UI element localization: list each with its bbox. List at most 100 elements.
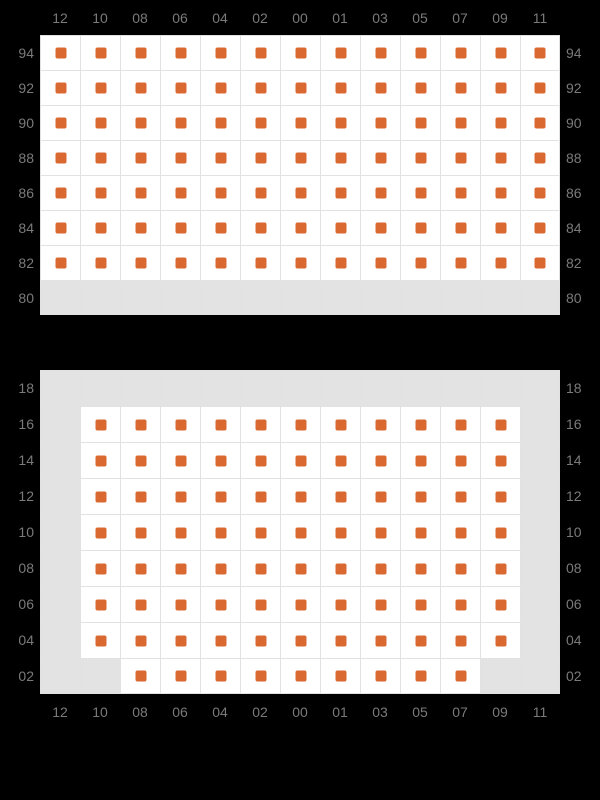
seat-84-06[interactable] [160, 210, 200, 245]
seat-82-03[interactable] [360, 245, 400, 280]
seat-88-06[interactable] [160, 140, 200, 175]
seat-90-01[interactable] [320, 105, 360, 140]
seat-86-03[interactable] [360, 175, 400, 210]
seat-06-01[interactable] [320, 586, 360, 622]
seat-02-02[interactable] [240, 658, 280, 694]
seat-14-07[interactable] [440, 442, 480, 478]
seat-10-04[interactable] [200, 514, 240, 550]
seat-14-08[interactable] [120, 442, 160, 478]
seat-84-05[interactable] [400, 210, 440, 245]
seat-88-11[interactable] [520, 140, 560, 175]
seat-88-04[interactable] [200, 140, 240, 175]
seat-92-11[interactable] [520, 70, 560, 105]
seat-82-07[interactable] [440, 245, 480, 280]
seat-94-03[interactable] [360, 35, 400, 70]
seat-84-02[interactable] [240, 210, 280, 245]
seat-02-07[interactable] [440, 658, 480, 694]
seat-04-02[interactable] [240, 622, 280, 658]
seat-82-12[interactable] [40, 245, 80, 280]
seat-92-02[interactable] [240, 70, 280, 105]
seat-14-10[interactable] [80, 442, 120, 478]
seat-10-07[interactable] [440, 514, 480, 550]
seat-08-06[interactable] [160, 550, 200, 586]
seat-06-04[interactable] [200, 586, 240, 622]
seat-90-07[interactable] [440, 105, 480, 140]
seat-82-04[interactable] [200, 245, 240, 280]
seat-08-08[interactable] [120, 550, 160, 586]
seat-86-10[interactable] [80, 175, 120, 210]
seat-04-06[interactable] [160, 622, 200, 658]
seat-12-07[interactable] [440, 478, 480, 514]
seat-10-03[interactable] [360, 514, 400, 550]
seat-90-00[interactable] [280, 105, 320, 140]
seat-04-04[interactable] [200, 622, 240, 658]
seat-90-03[interactable] [360, 105, 400, 140]
seat-12-06[interactable] [160, 478, 200, 514]
seat-02-00[interactable] [280, 658, 320, 694]
seat-88-00[interactable] [280, 140, 320, 175]
seat-82-01[interactable] [320, 245, 360, 280]
seat-14-02[interactable] [240, 442, 280, 478]
seat-16-00[interactable] [280, 406, 320, 442]
seat-16-02[interactable] [240, 406, 280, 442]
seat-84-03[interactable] [360, 210, 400, 245]
seat-94-04[interactable] [200, 35, 240, 70]
seat-94-11[interactable] [520, 35, 560, 70]
seat-92-07[interactable] [440, 70, 480, 105]
seat-94-07[interactable] [440, 35, 480, 70]
seat-04-08[interactable] [120, 622, 160, 658]
seat-86-07[interactable] [440, 175, 480, 210]
seat-16-03[interactable] [360, 406, 400, 442]
seat-06-00[interactable] [280, 586, 320, 622]
seat-06-05[interactable] [400, 586, 440, 622]
seat-12-02[interactable] [240, 478, 280, 514]
seat-84-00[interactable] [280, 210, 320, 245]
seat-84-12[interactable] [40, 210, 80, 245]
seat-04-00[interactable] [280, 622, 320, 658]
seat-02-04[interactable] [200, 658, 240, 694]
seat-86-00[interactable] [280, 175, 320, 210]
seat-06-10[interactable] [80, 586, 120, 622]
seat-94-00[interactable] [280, 35, 320, 70]
seat-10-08[interactable] [120, 514, 160, 550]
seat-92-10[interactable] [80, 70, 120, 105]
seat-04-05[interactable] [400, 622, 440, 658]
seat-02-08[interactable] [120, 658, 160, 694]
seat-92-06[interactable] [160, 70, 200, 105]
seat-94-06[interactable] [160, 35, 200, 70]
seat-90-12[interactable] [40, 105, 80, 140]
seat-84-07[interactable] [440, 210, 480, 245]
seat-92-01[interactable] [320, 70, 360, 105]
seat-08-02[interactable] [240, 550, 280, 586]
seat-92-03[interactable] [360, 70, 400, 105]
seat-14-06[interactable] [160, 442, 200, 478]
seat-86-06[interactable] [160, 175, 200, 210]
seat-94-05[interactable] [400, 35, 440, 70]
seat-14-05[interactable] [400, 442, 440, 478]
seat-92-08[interactable] [120, 70, 160, 105]
seat-86-08[interactable] [120, 175, 160, 210]
seat-90-08[interactable] [120, 105, 160, 140]
seat-14-03[interactable] [360, 442, 400, 478]
seat-94-10[interactable] [80, 35, 120, 70]
seat-10-01[interactable] [320, 514, 360, 550]
seat-08-05[interactable] [400, 550, 440, 586]
seat-88-03[interactable] [360, 140, 400, 175]
seat-08-07[interactable] [440, 550, 480, 586]
seat-94-01[interactable] [320, 35, 360, 70]
seat-94-02[interactable] [240, 35, 280, 70]
seat-14-04[interactable] [200, 442, 240, 478]
seat-90-10[interactable] [80, 105, 120, 140]
seat-84-10[interactable] [80, 210, 120, 245]
seat-14-01[interactable] [320, 442, 360, 478]
seat-08-10[interactable] [80, 550, 120, 586]
seat-82-02[interactable] [240, 245, 280, 280]
seat-86-09[interactable] [480, 175, 520, 210]
seat-16-08[interactable] [120, 406, 160, 442]
seat-12-03[interactable] [360, 478, 400, 514]
seat-16-09[interactable] [480, 406, 520, 442]
seat-04-01[interactable] [320, 622, 360, 658]
seat-14-00[interactable] [280, 442, 320, 478]
seat-16-06[interactable] [160, 406, 200, 442]
seat-12-08[interactable] [120, 478, 160, 514]
